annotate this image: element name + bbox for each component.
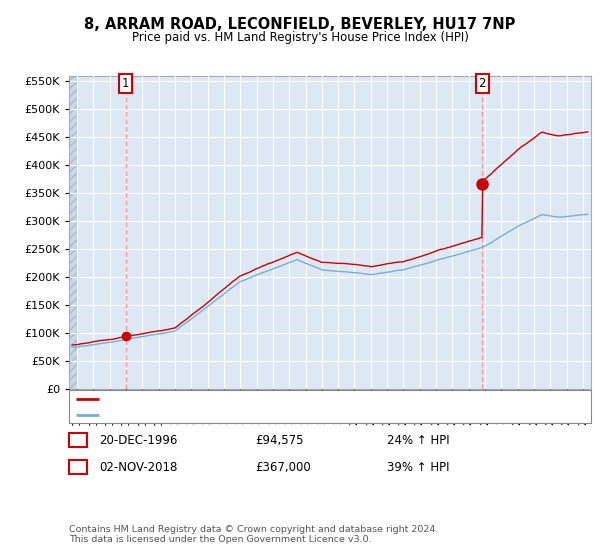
Text: HPI: Average price, detached house, East Riding of Yorkshire: HPI: Average price, detached house, East… [104, 410, 400, 419]
Text: £94,575: £94,575 [255, 433, 304, 447]
Text: 20-DEC-1996: 20-DEC-1996 [99, 433, 178, 447]
Text: 2: 2 [479, 77, 486, 90]
Text: 1: 1 [122, 77, 130, 90]
Text: 24% ↑ HPI: 24% ↑ HPI [387, 433, 449, 447]
Text: Price paid vs. HM Land Registry's House Price Index (HPI): Price paid vs. HM Land Registry's House … [131, 31, 469, 44]
Text: £367,000: £367,000 [255, 460, 311, 474]
Text: 2: 2 [74, 460, 82, 474]
Text: 39% ↑ HPI: 39% ↑ HPI [387, 460, 449, 474]
Text: 8, ARRAM ROAD, LECONFIELD, BEVERLEY, HU17 7NP: 8, ARRAM ROAD, LECONFIELD, BEVERLEY, HU1… [85, 17, 515, 32]
Text: 02-NOV-2018: 02-NOV-2018 [99, 460, 178, 474]
Text: 1: 1 [74, 433, 82, 447]
Text: Contains HM Land Registry data © Crown copyright and database right 2024.
This d: Contains HM Land Registry data © Crown c… [69, 525, 439, 544]
Bar [69, 76, 77, 389]
Text: 8, ARRAM ROAD, LECONFIELD, BEVERLEY, HU17 7NP (detached house): 8, ARRAM ROAD, LECONFIELD, BEVERLEY, HU1… [104, 394, 452, 404]
